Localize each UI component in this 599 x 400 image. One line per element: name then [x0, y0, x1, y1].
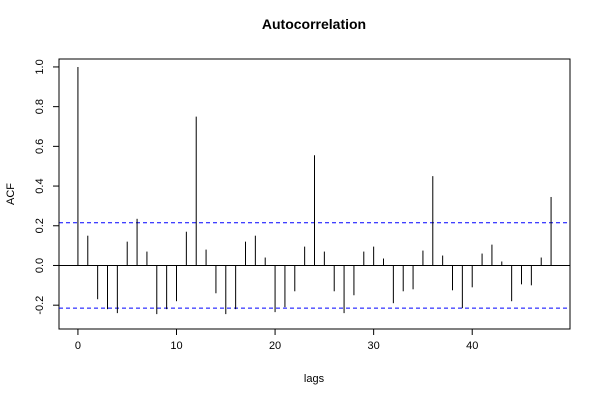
- y-axis-label: ACF: [5, 183, 17, 205]
- acf-bars: [77, 66, 552, 315]
- y-tick-label: 1.0: [34, 59, 46, 74]
- x-tick-label: 40: [466, 340, 478, 352]
- x-tick-label: 20: [269, 340, 281, 352]
- y-tick-label: 0.8: [34, 99, 46, 114]
- x-tick-label: 30: [368, 340, 380, 352]
- chart-title: Autocorrelation: [262, 16, 366, 32]
- x-tick-label: 10: [170, 340, 182, 352]
- y-tick-label: 0.4: [34, 178, 46, 193]
- y-tick-label: 0.0: [34, 258, 46, 273]
- x-axis-label: lags: [304, 373, 325, 385]
- y-tick-label: 0.2: [34, 218, 46, 233]
- y-axis: -0.2 0.0 0.2 0.4 0.6 0.8 1.0: [34, 59, 60, 315]
- x-axis: 0 10 20 30 40: [75, 328, 478, 352]
- x-tick-label: 0: [75, 340, 81, 352]
- y-tick-label: -0.2: [34, 296, 46, 315]
- y-tick-label: 0.6: [34, 139, 46, 154]
